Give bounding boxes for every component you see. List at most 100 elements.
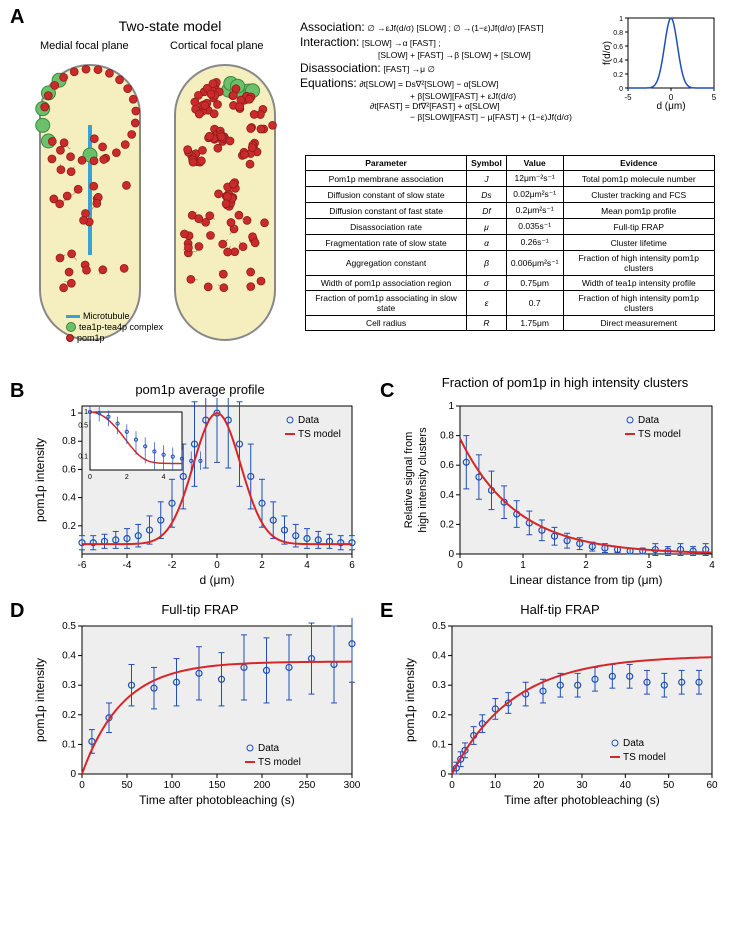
panel-c-title: Fraction of pom1p in high intensity clus… — [420, 375, 710, 390]
table-row: Fragmentation rate of slow stateα0.26s⁻¹… — [306, 235, 715, 251]
svg-text:pom1p intensity: pom1p intensity — [33, 438, 47, 522]
panel-c-chart: 0123400.20.40.60.81Linear distance from … — [400, 398, 720, 588]
svg-text:0.2: 0.2 — [613, 72, 623, 79]
inter-text2: [SLOW] + [FAST] →β [SLOW] + [SLOW] — [300, 50, 600, 61]
svg-text:2: 2 — [583, 560, 589, 571]
svg-text:5: 5 — [712, 93, 717, 102]
table-row: Disassociation rateμ0.035s⁻¹Full-tip FRA… — [306, 219, 715, 235]
table-header: Evidence — [563, 156, 715, 171]
svg-text:0.8: 0.8 — [62, 436, 76, 447]
panel-e-title: Half-tip FRAP — [460, 602, 660, 617]
svg-text:d (μm): d (μm) — [200, 573, 235, 587]
svg-text:pom1p intensity: pom1p intensity — [403, 658, 417, 742]
svg-text:0: 0 — [88, 474, 92, 481]
inset-fd-chart: -50500.20.40.60.81d (μm)f(d/σ) — [600, 12, 720, 112]
svg-text:200: 200 — [254, 780, 271, 791]
svg-text:-5: -5 — [624, 93, 632, 102]
tea-label: tea1p-tea4p complex — [79, 322, 163, 332]
svg-text:0: 0 — [619, 86, 623, 93]
panel-e-chart: 010203040506000.10.20.30.40.5Time after … — [400, 618, 720, 808]
svg-text:high intensity clusters: high intensity clusters — [417, 427, 429, 533]
equations-label: Equations: — [300, 76, 357, 90]
svg-text:0.2: 0.2 — [440, 519, 454, 530]
assoc-text: ∅ →εJf(d/σ) [SLOW] ; ∅ →(1−ε)Jf(d/σ) [FA… — [367, 23, 543, 33]
svg-text:4: 4 — [709, 560, 715, 571]
svg-text:0.5: 0.5 — [432, 621, 446, 632]
svg-text:30: 30 — [576, 780, 588, 791]
panel-c-label: C — [380, 380, 394, 403]
equations-block: Association: ∅ →εJf(d/σ) [SLOW] ; ∅ →(1−… — [300, 20, 600, 123]
svg-text:10: 10 — [490, 780, 502, 791]
svg-text:1: 1 — [448, 401, 454, 412]
svg-text:0: 0 — [448, 549, 454, 560]
svg-text:Time after photobleaching (s): Time after photobleaching (s) — [504, 793, 660, 807]
parameter-table: ParameterSymbolValueEvidencePom1p membra… — [305, 155, 715, 331]
svg-text:0.1: 0.1 — [62, 739, 76, 750]
svg-text:250: 250 — [299, 780, 316, 791]
svg-text:0.6: 0.6 — [62, 464, 76, 475]
svg-text:0.6: 0.6 — [613, 44, 623, 51]
svg-text:100: 100 — [164, 780, 181, 791]
table-row: Diffusion constant of slow stateDs0.02μm… — [306, 187, 715, 203]
pom1p-icon — [66, 334, 74, 342]
svg-text:1: 1 — [70, 408, 76, 419]
svg-text:1: 1 — [520, 560, 526, 571]
disassoc-text: [FAST] →μ ∅ — [383, 64, 435, 74]
table-row: Fraction of pom1p associating in slow st… — [306, 291, 715, 316]
svg-text:3: 3 — [646, 560, 652, 571]
svg-text:0.4: 0.4 — [432, 651, 446, 662]
svg-text:0.3: 0.3 — [62, 680, 76, 691]
svg-text:0.3: 0.3 — [432, 680, 446, 691]
svg-text:0: 0 — [449, 780, 455, 791]
svg-text:0: 0 — [440, 769, 446, 780]
svg-text:2: 2 — [259, 560, 265, 571]
svg-text:2: 2 — [125, 474, 129, 481]
svg-text:d (μm): d (μm) — [656, 101, 685, 112]
svg-text:Data: Data — [298, 415, 320, 426]
svg-text:300: 300 — [344, 780, 360, 791]
svg-text:f(d/σ): f(d/σ) — [602, 41, 613, 65]
svg-text:Data: Data — [638, 415, 660, 426]
assoc-label: Association: — [300, 20, 365, 34]
svg-text:50: 50 — [663, 780, 675, 791]
svg-text:Data: Data — [258, 743, 280, 754]
eq1b: + β[SLOW][FAST] + εJf(d/σ) — [300, 91, 600, 102]
panel-b-title: pom1p average profile — [80, 382, 320, 397]
svg-text:0.5: 0.5 — [78, 422, 88, 429]
svg-text:-6: -6 — [78, 560, 87, 571]
panel-b-chart: -6-4-202460.20.40.60.81d (μm)pom1p inten… — [30, 398, 360, 588]
svg-text:0.4: 0.4 — [62, 651, 76, 662]
svg-text:0.4: 0.4 — [613, 58, 623, 65]
eq2b: − β[SLOW][FAST] − μ[FAST] + (1−ε)Jf(d/σ) — [300, 112, 600, 123]
eq2: ∂t[FAST] = Df∇²[FAST] + α[SLOW] — [300, 101, 600, 112]
svg-text:0: 0 — [70, 769, 76, 780]
panel-d-title: Full-tip FRAP — [100, 602, 300, 617]
svg-text:20: 20 — [533, 780, 545, 791]
svg-text:0.6: 0.6 — [440, 460, 454, 471]
svg-text:pom1p intensity: pom1p intensity — [33, 658, 47, 742]
table-header: Parameter — [306, 156, 467, 171]
table-header: Symbol — [467, 156, 507, 171]
svg-text:0.1: 0.1 — [78, 454, 88, 461]
eq1: ∂t[SLOW] = Ds∇²[SLOW] − α[SLOW] — [359, 79, 498, 89]
svg-text:4: 4 — [304, 560, 310, 571]
table-row: Pom1p membrane associationJ12μm⁻²s⁻¹Tota… — [306, 171, 715, 187]
cell-legend: Microtubule tea1p-tea4p complex pom1p — [66, 310, 163, 344]
svg-text:0.4: 0.4 — [62, 493, 76, 504]
svg-text:0.4: 0.4 — [440, 490, 454, 501]
disassoc-label: Disassociation: — [300, 61, 381, 75]
inter-label: Interaction: — [300, 35, 359, 49]
svg-text:TS model: TS model — [623, 752, 666, 763]
figure: A Two-state model Medial focal plane Cor… — [0, 0, 730, 949]
svg-text:0.1: 0.1 — [432, 739, 446, 750]
svg-text:150: 150 — [209, 780, 226, 791]
cortical-label: Cortical focal plane — [170, 40, 264, 52]
svg-text:TS model: TS model — [258, 757, 301, 768]
svg-text:-4: -4 — [123, 560, 132, 571]
svg-text:0: 0 — [457, 560, 463, 571]
panel-b-label: B — [10, 380, 24, 403]
panel-d-chart: 05010015020025030000.10.20.30.40.5Time a… — [30, 618, 360, 808]
svg-text:0.8: 0.8 — [440, 431, 454, 442]
svg-text:0.2: 0.2 — [432, 710, 446, 721]
svg-text:Relative signal from: Relative signal from — [403, 432, 415, 529]
